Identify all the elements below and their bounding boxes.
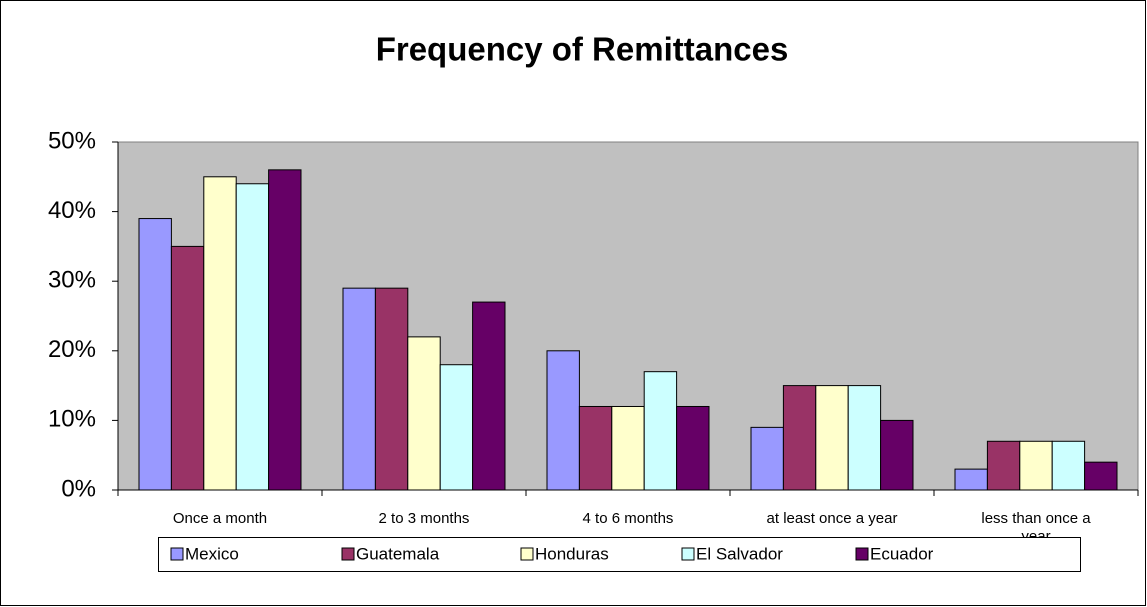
- x-tick-label-box: 4 to 6 months: [582, 510, 674, 527]
- bar: [546, 350, 580, 491]
- bar: [847, 385, 882, 491]
- y-tick-label: 40%: [48, 197, 96, 224]
- legend-swatch: [341, 547, 355, 561]
- legend-swatch: [855, 547, 869, 561]
- bar: [439, 364, 474, 491]
- legend-label: Ecuador: [870, 544, 934, 563]
- legend-swatch: [681, 547, 695, 561]
- x-tick-label-box: at least once a year: [766, 510, 898, 527]
- y-tick-label: 30%: [48, 267, 96, 294]
- legend-label: Guatemala: [356, 544, 440, 563]
- x-tick-label: Once a month: [172, 510, 268, 527]
- bar: [782, 385, 817, 491]
- bar: [235, 183, 270, 491]
- bar: [268, 169, 302, 491]
- x-tick-label: at least once a year: [766, 510, 898, 527]
- y-tick-label: 10%: [48, 406, 96, 433]
- legend-label: Mexico: [185, 544, 239, 563]
- bar: [676, 405, 710, 491]
- bar: [1019, 440, 1053, 491]
- legend-box: [158, 537, 1081, 572]
- x-tick-label: 4 to 6 months: [582, 510, 674, 527]
- x-tick-label-box: Once a month: [172, 510, 268, 527]
- legend-swatch: [520, 547, 534, 561]
- bar: [643, 371, 678, 491]
- bar: [815, 385, 849, 491]
- bar: [374, 287, 409, 491]
- bar: [472, 301, 506, 491]
- x-tick-label: 2 to 3 months: [378, 510, 470, 527]
- legend-swatch: [170, 547, 184, 561]
- bar: [170, 245, 205, 491]
- x-tick-label-box: 2 to 3 months: [378, 510, 470, 527]
- bar: [342, 287, 376, 491]
- y-tick-label: 0%: [61, 475, 96, 502]
- bar: [1051, 440, 1086, 491]
- bar: [138, 218, 172, 491]
- bar: [1084, 461, 1118, 491]
- legend-label: Honduras: [535, 544, 609, 563]
- bar: [203, 176, 237, 491]
- bar: [578, 405, 613, 491]
- bar: [407, 336, 441, 491]
- bar: [880, 419, 914, 491]
- y-tick-label: 20%: [48, 336, 96, 363]
- y-tick-label: 50%: [48, 127, 96, 154]
- legend-label: El Salvador: [696, 544, 783, 563]
- bar: [954, 468, 988, 491]
- chart-title: Frequency of Remittances: [376, 31, 789, 68]
- bar: [750, 426, 784, 491]
- bar: [611, 405, 645, 491]
- bar: [986, 440, 1021, 491]
